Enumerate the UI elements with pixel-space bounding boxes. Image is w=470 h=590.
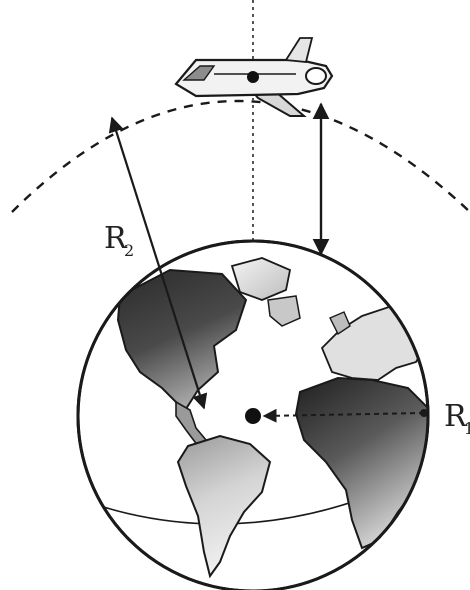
- svg-text:R: R: [104, 221, 128, 256]
- earth-center-point: [245, 408, 261, 424]
- space-shuttle-icon: [174, 37, 334, 117]
- orbit-path: [11, 99, 470, 213]
- radius-r2-arrow: [108, 116, 208, 410]
- greenland-landmass: [230, 257, 292, 301]
- label-r1: R 1: [444, 399, 470, 438]
- svg-text:2: 2: [124, 241, 134, 260]
- south-america-landmass: [176, 434, 272, 579]
- svg-text:1: 1: [464, 419, 470, 438]
- svg-text:R: R: [444, 399, 468, 434]
- label-r2: R 2: [104, 221, 134, 260]
